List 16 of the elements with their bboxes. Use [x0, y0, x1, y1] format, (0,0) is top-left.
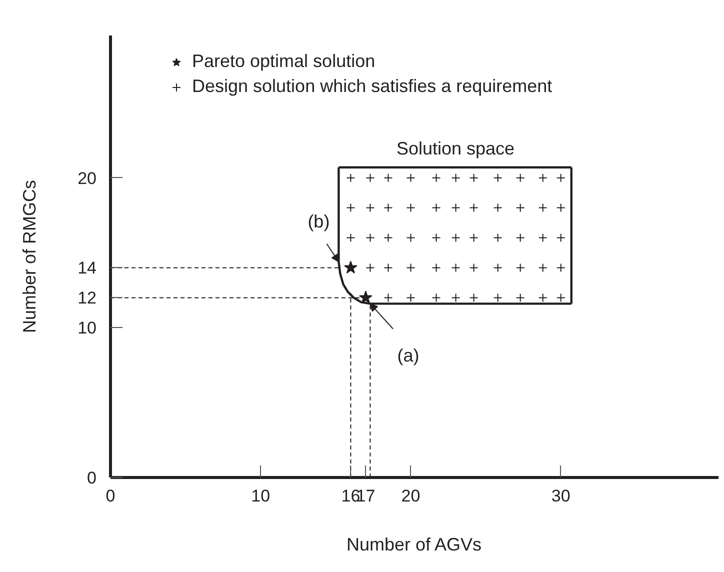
annotation: (b) — [308, 212, 330, 232]
y-tick-label: 12 — [78, 288, 97, 308]
x-axis-title: Number of AGVs — [346, 534, 482, 554]
y-tick-label: 14 — [78, 258, 97, 278]
x-tick-label: 10 — [251, 486, 270, 506]
annotation: (a) — [397, 346, 420, 366]
annotation: Solution space — [396, 138, 515, 158]
y-tick-label: 20 — [78, 168, 97, 188]
y-axis-title: Number of RMGCs — [20, 180, 40, 334]
x-tick-label: 30 — [551, 486, 570, 506]
y-tick-label: 0 — [87, 468, 97, 488]
x-tick-label: 20 — [401, 486, 420, 506]
x-tick-label: 0 — [106, 486, 116, 506]
y-tick-label: 10 — [78, 318, 97, 338]
legend-label: Pareto optimal solution — [192, 51, 376, 72]
legend-label: Design solution which satisfies a requirement — [192, 76, 552, 97]
